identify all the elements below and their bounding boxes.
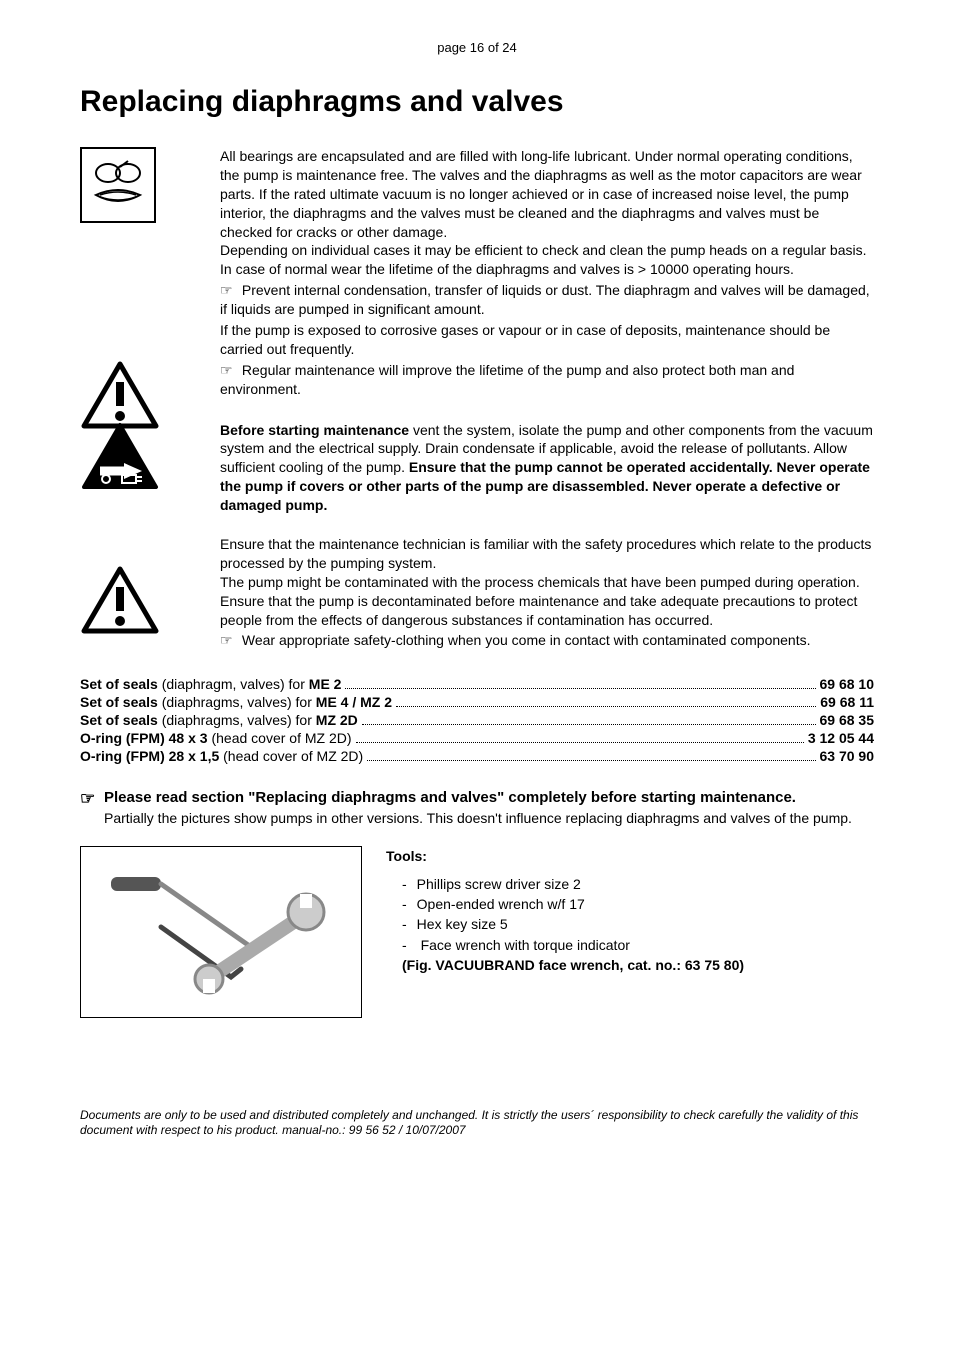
parts-label-bold: O-ring (FPM) 28 x 1,5 — [80, 748, 219, 764]
page-number: page 16 of 24 — [80, 40, 874, 55]
parts-label-rest: (diaphragms, valves) for — [158, 694, 316, 710]
block-before-maintenance: Before starting maintenance vent the sys… — [80, 421, 874, 515]
read-section-lead: Please read section "Replacing diaphragm… — [104, 788, 874, 808]
parts-label-tail: ME 4 / MZ 2 — [316, 694, 392, 710]
tools-note: (Fig. VACUUBRAND face wrench, cat. no.: … — [402, 957, 744, 973]
pointer-icon: ☞ — [220, 631, 238, 650]
intro-b2-text: Regular maintenance will improve the lif… — [220, 362, 794, 397]
parts-value: 69 68 35 — [820, 712, 875, 728]
page-title: Replacing diaphragms and valves — [80, 85, 874, 119]
tools-item-text: Face wrench with torque indicator — [421, 937, 630, 953]
goggles-icon — [80, 147, 156, 223]
tools-block: Tools: Phillips screw driver size 2 Open… — [80, 846, 874, 1018]
intro-b2: ☞ Regular maintenance will improve the l… — [220, 361, 874, 399]
parts-value: 3 12 05 44 — [808, 730, 874, 746]
block-intro: All bearings are encapsulated and are fi… — [80, 147, 874, 401]
read-section-note: Partially the pictures show pumps in oth… — [104, 809, 874, 828]
warning-triangle-icon — [80, 565, 160, 637]
block-technician: Ensure that the maintenance technician i… — [80, 535, 874, 652]
parts-row: O-ring (FPM) 48 x 3 (head cover of MZ 2D… — [80, 730, 874, 746]
parts-row: Set of seals (diaphragms, valves) for MZ… — [80, 712, 874, 728]
intro-p3: If the pump is exposed to corrosive gase… — [220, 321, 874, 359]
parts-label-rest: (head cover of MZ 2D) — [208, 730, 352, 746]
parts-value: 63 70 90 — [820, 748, 875, 764]
tools-heading: Tools: — [386, 846, 744, 866]
parts-label-bold: Set of seals — [80, 694, 158, 710]
parts-value: 69 68 11 — [820, 694, 874, 710]
parts-row: Set of seals (diaphragm, valves) for ME … — [80, 676, 874, 692]
intro-p2: Depending on individual cases it may be … — [220, 241, 874, 279]
tech-b1: ☞ Wear appropriate safety-clothing when … — [220, 631, 874, 650]
tech-b1-text: Wear appropriate safety-clothing when yo… — [242, 632, 811, 648]
tools-item: Phillips screw driver size 2 — [402, 874, 744, 894]
parts-label-rest: (head cover of MZ 2D) — [219, 748, 363, 764]
parts-label-bold: Set of seals — [80, 712, 158, 728]
parts-label-tail: MZ 2D — [316, 712, 358, 728]
pointer-icon: ☞ — [220, 281, 238, 300]
read-section: ☞ Please read section "Replacing diaphra… — [80, 788, 874, 827]
tools-item: Face wrench with torque indicator (Fig. … — [402, 935, 744, 976]
tools-item: Hex key size 5 — [402, 914, 744, 934]
before-maint-lead: Before starting maintenance — [220, 422, 409, 438]
parts-label-bold: O-ring (FPM) 48 x 3 — [80, 730, 208, 746]
parts-label-rest: (diaphragms, valves) for — [158, 712, 316, 728]
parts-label-tail: ME 2 — [309, 676, 342, 692]
tech-p1: Ensure that the maintenance technician i… — [220, 535, 874, 573]
tech-p2: The pump might be contaminated with the … — [220, 573, 874, 630]
parts-value: 69 68 10 — [820, 676, 875, 692]
warning-triangle-icon — [80, 360, 160, 432]
parts-label-bold: Set of seals — [80, 676, 158, 692]
intro-b1: ☞ Prevent internal condensation, transfe… — [220, 281, 874, 319]
pointer-icon: ☞ — [220, 361, 238, 380]
parts-row: Set of seals (diaphragms, valves) for ME… — [80, 694, 874, 710]
intro-p1: All bearings are encapsulated and are fi… — [220, 147, 874, 241]
page-footer: Documents are only to be used and distri… — [80, 1108, 874, 1139]
parts-label-rest: (diaphragm, valves) for — [158, 676, 309, 692]
parts-list: Set of seals (diaphragm, valves) for ME … — [80, 676, 874, 764]
pointer-icon: ☞ — [80, 788, 98, 827]
tools-item: Open-ended wrench w/f 17 — [402, 894, 744, 914]
intro-b1-text: Prevent internal condensation, transfer … — [220, 282, 870, 317]
tools-illustration — [80, 846, 362, 1018]
parts-row: O-ring (FPM) 28 x 1,5 (head cover of MZ … — [80, 748, 874, 764]
